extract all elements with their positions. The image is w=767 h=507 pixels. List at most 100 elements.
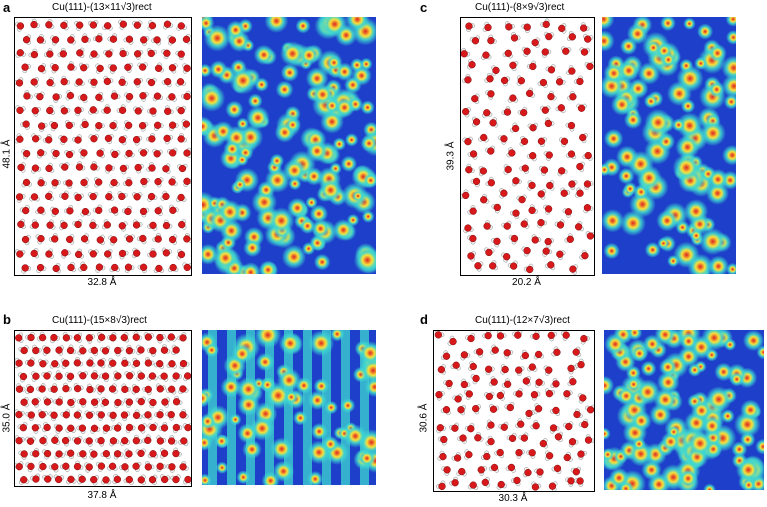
water-molecule <box>138 148 149 157</box>
water-molecule <box>36 34 46 44</box>
water-molecule <box>67 398 77 409</box>
water-molecule <box>89 50 100 59</box>
water-molecule <box>531 37 540 48</box>
panel-d-title: Cu(111)-(12×7√3)rect <box>475 315 570 326</box>
water-molecule <box>464 449 473 460</box>
water-molecule <box>143 331 154 341</box>
water-molecule <box>501 220 512 230</box>
water-molecule <box>74 78 85 87</box>
water-molecule <box>148 474 158 486</box>
water-molecule <box>107 357 117 369</box>
water-molecule <box>465 333 476 343</box>
water-molecule <box>162 20 174 30</box>
water-molecule <box>469 35 480 45</box>
water-molecule <box>78 261 88 272</box>
density-blob <box>686 430 714 457</box>
water-molecule <box>92 204 103 215</box>
water-molecule <box>17 162 26 173</box>
density-blob <box>231 343 253 365</box>
water-molecule <box>550 406 561 416</box>
water-molecule <box>31 164 42 174</box>
water-molecule <box>77 345 87 356</box>
density-blob <box>243 238 262 258</box>
water-molecule <box>166 93 177 102</box>
water-molecule <box>168 63 178 74</box>
water-molecule <box>159 448 169 459</box>
water-molecule <box>131 384 140 395</box>
density-blob <box>324 98 340 114</box>
water-molecule <box>135 448 146 458</box>
water-molecule <box>542 247 553 257</box>
water-molecule <box>146 347 157 357</box>
water-molecule <box>167 35 177 46</box>
water-molecule <box>132 219 143 229</box>
density-blob <box>677 345 700 368</box>
density-blob <box>233 178 247 191</box>
density-blob <box>308 330 335 357</box>
water-molecule <box>585 404 594 414</box>
water-molecule <box>447 335 457 346</box>
water-molecule <box>46 104 56 116</box>
panel-b-molecule-view <box>14 330 192 487</box>
water-molecule <box>177 163 188 173</box>
water-molecule <box>500 76 511 87</box>
density-blob <box>284 389 299 405</box>
density-blob <box>332 137 346 151</box>
density-blob <box>687 363 702 377</box>
water-molecule <box>176 22 187 31</box>
water-molecule <box>165 410 175 421</box>
water-molecule <box>545 261 556 271</box>
water-molecule <box>555 104 566 114</box>
water-molecule <box>90 161 100 171</box>
density-blob <box>340 398 356 413</box>
water-molecule <box>483 220 493 230</box>
density-blob <box>676 112 703 139</box>
water-molecule <box>166 360 177 369</box>
density-blob <box>642 334 662 354</box>
water-molecule <box>81 33 91 44</box>
water-molecule <box>147 422 158 432</box>
water-molecule <box>478 133 489 143</box>
water-molecule <box>73 192 84 202</box>
density-blob <box>281 244 307 270</box>
water-molecule <box>45 162 55 173</box>
water-molecule <box>73 356 84 367</box>
density-blob <box>683 17 696 30</box>
density-blob <box>313 253 331 271</box>
water-molecule <box>154 408 164 419</box>
water-molecule <box>17 218 26 230</box>
water-molecule <box>440 350 451 361</box>
water-molecule <box>119 437 131 446</box>
density-blob <box>324 400 339 415</box>
water-molecule <box>86 383 96 394</box>
water-molecule <box>95 410 105 421</box>
water-molecule <box>119 164 130 175</box>
water-molecule <box>124 62 134 73</box>
water-molecule <box>119 463 129 473</box>
water-molecule <box>21 149 31 160</box>
density-blob <box>603 62 625 84</box>
water-molecule <box>31 133 42 143</box>
water-molecule <box>579 22 590 32</box>
water-molecule <box>558 23 567 34</box>
water-molecule <box>20 120 30 130</box>
water-molecule <box>576 103 587 112</box>
water-molecule <box>84 410 95 419</box>
water-molecule <box>556 250 566 261</box>
water-molecule <box>566 65 576 76</box>
water-molecule <box>30 473 41 483</box>
water-molecule <box>43 48 54 58</box>
water-molecule <box>484 72 494 83</box>
water-molecule <box>76 424 87 435</box>
water-molecule <box>53 396 63 406</box>
water-molecule <box>138 121 149 132</box>
water-molecule <box>549 424 560 434</box>
water-molecule <box>95 437 105 447</box>
water-molecule <box>485 365 495 376</box>
density-stripe <box>227 330 236 485</box>
water-molecule <box>154 62 165 73</box>
density-blob <box>363 172 376 189</box>
water-molecule <box>474 261 484 272</box>
water-molecule <box>87 191 99 201</box>
density-blob <box>721 73 736 99</box>
